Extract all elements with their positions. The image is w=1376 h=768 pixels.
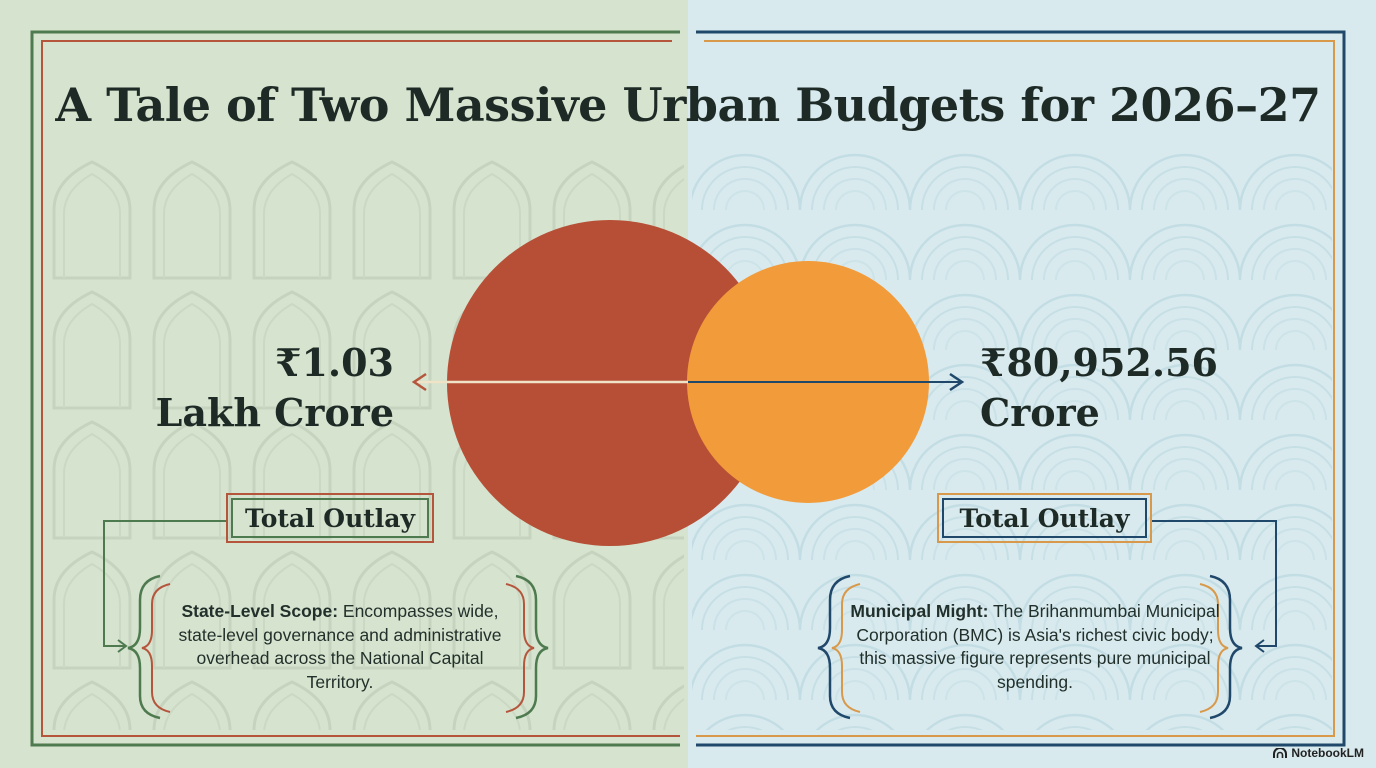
right-arrowhead bbox=[949, 372, 965, 392]
bmc-outlay-label: Total Outlay bbox=[937, 493, 1152, 543]
right-inner-frame bbox=[696, 40, 1335, 737]
notebooklm-logo-icon bbox=[1273, 747, 1288, 758]
right-brace-open bbox=[817, 574, 861, 720]
delhi-description-body: Encompasses wide, state-level governance… bbox=[178, 601, 502, 692]
left-brace-open bbox=[127, 574, 171, 720]
bmc-amount-value: ₹80,952.56 bbox=[980, 340, 1218, 385]
right-brace-close bbox=[1199, 574, 1243, 720]
bmc-description-body: The Brihanmumbai Municipal Corporation (… bbox=[856, 601, 1220, 692]
bmc-total-amount: ₹80,952.56 Crore bbox=[980, 338, 1218, 438]
delhi-total-amount: ₹1.03 Lakh Crore bbox=[156, 338, 394, 438]
left-outer-frame bbox=[30, 30, 680, 747]
bmc-amount-unit: Crore bbox=[980, 390, 1100, 435]
notebooklm-brand: NotebookLM bbox=[1273, 746, 1364, 760]
right-elbow-connector bbox=[1152, 520, 1277, 647]
left-brace-close bbox=[505, 574, 549, 720]
page-title: A Tale of Two Massive Urban Budgets for … bbox=[55, 78, 1321, 132]
right-elbow-arrowhead bbox=[1254, 639, 1265, 653]
delhi-description: State-Level Scope: Encompasses wide, sta… bbox=[170, 600, 510, 694]
bmc-description: Municipal Might: The Brihanmumbai Munici… bbox=[850, 600, 1220, 694]
left-elbow-connector bbox=[103, 520, 226, 647]
delhi-amount-value: ₹1.03 bbox=[275, 340, 394, 385]
delhi-outlay-label: Total Outlay bbox=[226, 493, 434, 543]
left-elbow-arrowhead bbox=[117, 639, 128, 653]
right-outer-frame bbox=[696, 30, 1346, 747]
left-arrowhead bbox=[411, 372, 427, 392]
bmc-description-heading: Municipal Might: bbox=[850, 601, 989, 621]
brand-label: NotebookLM bbox=[1291, 746, 1364, 760]
left-inner-frame bbox=[41, 40, 680, 737]
delhi-amount-unit: Lakh Crore bbox=[155, 390, 394, 435]
delhi-description-heading: State-Level Scope: bbox=[181, 601, 339, 621]
